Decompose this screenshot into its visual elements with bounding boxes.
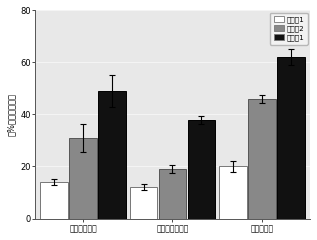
Bar [277, 57, 305, 218]
Bar [69, 138, 97, 218]
Bar [188, 120, 215, 218]
Bar [248, 99, 276, 218]
Y-axis label: （%）萸取回收率: （%）萸取回收率 [7, 93, 16, 136]
Bar [98, 91, 126, 218]
Bar [130, 187, 157, 218]
Bar [159, 169, 186, 218]
Legend: 对比例1, 对比例2, 实施例1: 对比例1, 对比例2, 实施例1 [270, 13, 308, 45]
Bar [219, 167, 247, 218]
Bar [40, 182, 68, 218]
